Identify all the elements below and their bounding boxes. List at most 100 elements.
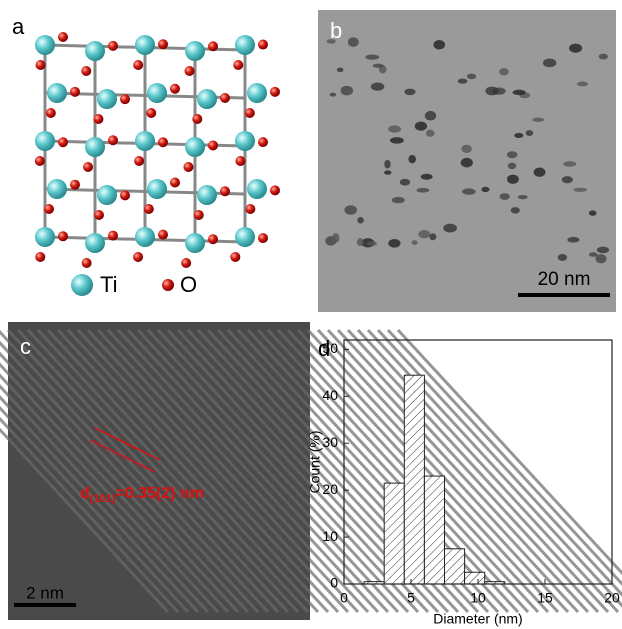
bar xyxy=(424,476,444,584)
x-tick-label: 15 xyxy=(537,590,553,606)
o-atom xyxy=(158,137,168,147)
particle xyxy=(589,252,598,256)
o-atom xyxy=(194,210,204,220)
o-atom xyxy=(133,60,143,70)
particle xyxy=(357,217,364,223)
panel-label: c xyxy=(20,334,31,359)
particle xyxy=(573,188,587,192)
o-atom xyxy=(108,231,118,241)
crystal-structure xyxy=(35,32,280,268)
legend-label: Ti xyxy=(100,272,118,297)
particle xyxy=(526,130,534,136)
particle xyxy=(357,238,364,246)
y-tick-label: 40 xyxy=(322,387,338,403)
o-atom xyxy=(70,87,80,97)
particle xyxy=(467,74,476,80)
x-axis-title: Diameter (nm) xyxy=(433,611,522,627)
particle xyxy=(518,195,528,199)
scale-bar xyxy=(14,603,76,607)
o-atom xyxy=(120,190,130,200)
particle xyxy=(589,210,597,215)
y-axis-title: Count (%) xyxy=(307,430,323,493)
particle xyxy=(388,239,400,248)
ti-atom xyxy=(135,131,155,151)
o-atom xyxy=(208,234,218,244)
o-atom xyxy=(44,204,54,214)
o-atom xyxy=(208,41,218,51)
panel-label: a xyxy=(12,14,25,39)
o-atom xyxy=(170,84,180,94)
annotation-text: =0.35(2) nm xyxy=(115,485,203,502)
particle xyxy=(429,233,436,240)
o-atom xyxy=(108,135,118,145)
figure: a Ti O b 20 nm c d(101)=0.35(2) nm 2 nm … xyxy=(0,0,622,629)
o-atom xyxy=(144,204,154,214)
o-atom xyxy=(220,93,230,103)
o-atom xyxy=(208,140,218,150)
particle xyxy=(599,54,608,60)
particle xyxy=(421,174,433,180)
o-atom xyxy=(58,32,68,42)
o-atom xyxy=(133,252,143,262)
particle xyxy=(348,37,359,47)
particle xyxy=(341,86,353,96)
particle xyxy=(344,205,357,214)
ti-atom xyxy=(235,131,255,151)
particle xyxy=(390,137,404,144)
o-atom xyxy=(58,231,68,241)
x-tick-label: 10 xyxy=(470,590,486,606)
ti-atom xyxy=(197,185,217,205)
particle xyxy=(425,111,436,121)
o-atom xyxy=(35,156,45,166)
ti-atom xyxy=(97,89,117,109)
particle xyxy=(461,145,472,153)
o-atom xyxy=(181,258,191,268)
particle xyxy=(433,40,445,49)
particle xyxy=(507,175,519,184)
x-tick-label: 0 xyxy=(340,590,348,606)
legend-icon xyxy=(71,274,93,296)
o-atom xyxy=(258,137,268,147)
o-atom xyxy=(93,114,103,124)
o-atom xyxy=(270,87,280,97)
o-atom xyxy=(94,210,104,220)
particle xyxy=(500,193,510,200)
particle xyxy=(499,68,509,76)
particle xyxy=(514,133,523,138)
panel-label: b xyxy=(330,18,342,43)
o-atom xyxy=(220,186,230,196)
x-tick-label: 20 xyxy=(604,590,620,606)
o-atom xyxy=(245,108,255,118)
particle xyxy=(562,176,573,183)
particle xyxy=(511,207,520,213)
bar xyxy=(384,483,404,584)
o-atom xyxy=(185,66,195,76)
particle xyxy=(563,161,576,167)
particle xyxy=(558,254,568,261)
o-atom xyxy=(82,258,92,268)
particle xyxy=(365,54,379,59)
particle xyxy=(443,224,457,233)
particle xyxy=(337,68,344,73)
o-atom xyxy=(108,41,118,51)
o-atom xyxy=(258,233,268,243)
ti-atom xyxy=(47,83,67,103)
particle xyxy=(384,170,391,174)
legend-label: O xyxy=(180,272,197,297)
ti-atom xyxy=(147,179,167,199)
particle xyxy=(373,64,384,68)
particle xyxy=(412,240,418,245)
bar xyxy=(404,375,424,584)
x-tick-label: 5 xyxy=(407,590,415,606)
ti-atom xyxy=(85,41,105,61)
particle xyxy=(392,197,405,203)
particle xyxy=(371,83,385,91)
legend-icon xyxy=(162,279,174,291)
particle xyxy=(534,168,546,177)
bar xyxy=(465,572,485,584)
ti-atom xyxy=(135,35,155,55)
particle xyxy=(388,125,401,132)
y-tick-label: 10 xyxy=(322,528,338,544)
o-atom xyxy=(70,180,80,190)
ti-atom xyxy=(47,179,67,199)
